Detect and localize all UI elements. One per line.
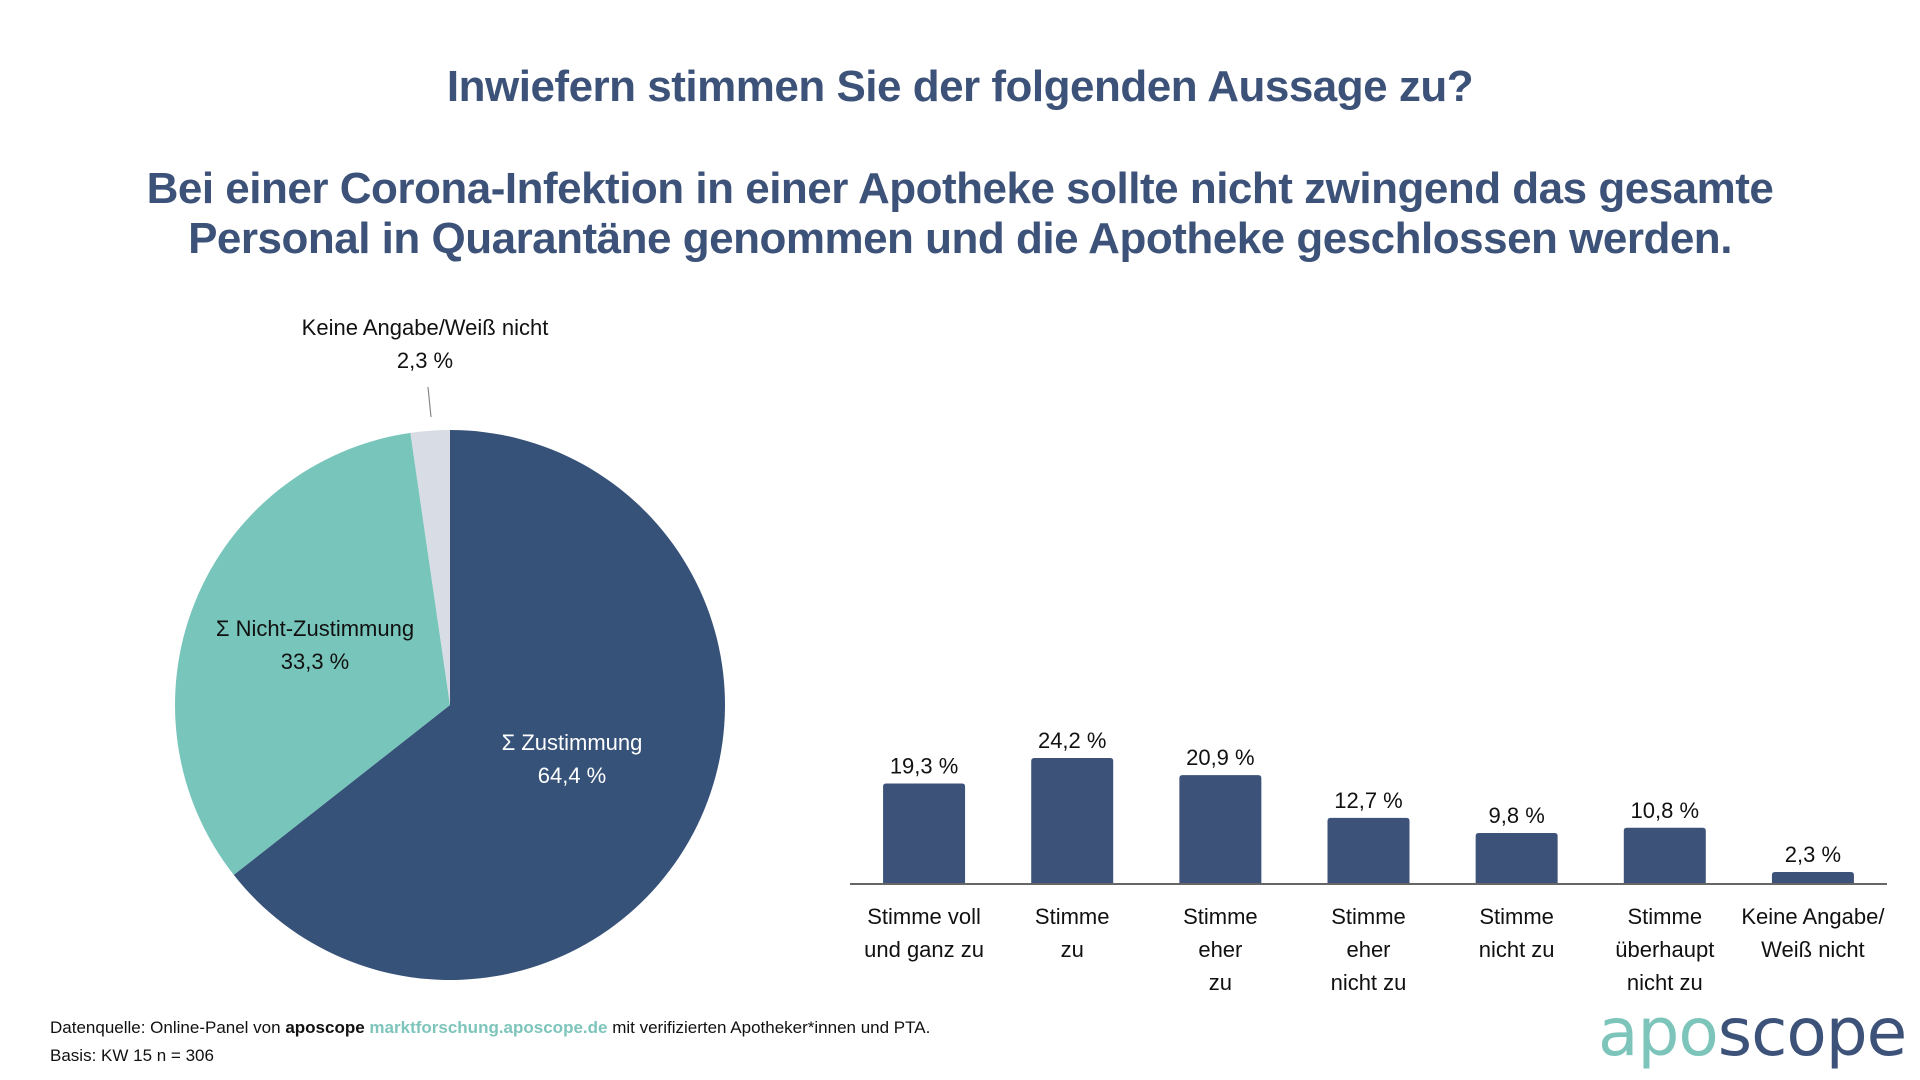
- bar-category-label: Stimme: [1628, 904, 1703, 929]
- bar: [883, 783, 966, 884]
- bar-category-label: zu: [1061, 937, 1084, 962]
- bar-category-label: Keine Angabe/: [1741, 904, 1885, 929]
- bar-value-label: 24,2 %: [1038, 728, 1107, 753]
- statement-line-2: Personal in Quarantäne genommen und die …: [188, 214, 1732, 263]
- bar: [1179, 775, 1262, 884]
- basis-note: Basis: KW 15 n = 306: [50, 1046, 214, 1065]
- bar-category-label: eher: [1198, 937, 1242, 962]
- source-link[interactable]: marktforschung.aposcope.de: [369, 1018, 608, 1037]
- bar-category-label: Stimme: [1035, 904, 1110, 929]
- bar-category-label: nicht zu: [1479, 937, 1555, 962]
- pie-slice: [410, 430, 450, 705]
- bar-category-label: Weiß nicht: [1761, 937, 1865, 962]
- bar-category-label: zu: [1209, 970, 1232, 995]
- pie-slice-value-label: 2,3 %: [397, 348, 453, 373]
- bar-value-label: 10,8 %: [1631, 798, 1700, 823]
- pie-slice-label: Keine Angabe/Weiß nicht: [302, 315, 549, 340]
- statement-line-1: Bei einer Corona-Infektion in einer Apot…: [146, 164, 1774, 213]
- bar: [1771, 872, 1854, 884]
- bar-category-label: nicht zu: [1627, 970, 1703, 995]
- logo-part-apo: apo: [1598, 994, 1719, 1071]
- bar-category-label: Stimme voll: [867, 904, 981, 929]
- pie-slice-value-label: 33,3 %: [281, 649, 350, 674]
- pie-leader-line: [427, 386, 432, 418]
- bar-chart: 19,3 % Stimme voll und ganz zu 24,2 % Stimme…: [850, 728, 1887, 995]
- bar-category-label: und ganz zu: [864, 937, 984, 962]
- bar: [1031, 758, 1114, 884]
- bar-value-label: 19,3 %: [890, 754, 959, 779]
- pie-chart: Σ Zustimmung 64,4 % Σ Nicht-Zustimmung 33,3…: [174, 315, 726, 980]
- pie-slice-value-label: 64,4 %: [538, 763, 607, 788]
- pie-slice: [233, 430, 726, 980]
- bar-category-label: Stimme: [1479, 904, 1554, 929]
- bar-category-label: überhaupt: [1615, 937, 1714, 962]
- logo-part-scope: scope: [1717, 994, 1908, 1071]
- bar-category-label: eher: [1346, 937, 1390, 962]
- bar-category-label: Stimme: [1183, 904, 1258, 929]
- source-suffix: mit verifizierten Apotheker*innen und PT…: [607, 1018, 931, 1037]
- bar-value-label: 20,9 %: [1186, 745, 1255, 770]
- source-prefix: Datenquelle: Online-Panel von: [50, 1018, 286, 1037]
- pie-slice-label: Σ Nicht-Zustimmung: [216, 616, 414, 641]
- source-brand: aposcope: [285, 1018, 365, 1037]
- bar: [1475, 832, 1558, 884]
- survey-question: Inwiefern stimmen Sie der folgenden Auss…: [446, 62, 1474, 111]
- source-note: Datenquelle: Online-Panel von aposcope m…: [50, 1018, 930, 1038]
- bar-category-label: Stimme: [1331, 904, 1406, 929]
- pie-slice-label: Σ Zustimmung: [502, 730, 643, 755]
- bar-value-label: 12,7 %: [1334, 788, 1403, 813]
- bar-value-label: 2,3 %: [1785, 842, 1841, 867]
- bar-category-label: nicht zu: [1331, 970, 1407, 995]
- pie-slice: [174, 432, 450, 875]
- aposcope-logo: aposcope: [1598, 1000, 1907, 1066]
- bar: [1623, 827, 1706, 884]
- bar: [1327, 817, 1410, 884]
- bar-value-label: 9,8 %: [1489, 803, 1545, 828]
